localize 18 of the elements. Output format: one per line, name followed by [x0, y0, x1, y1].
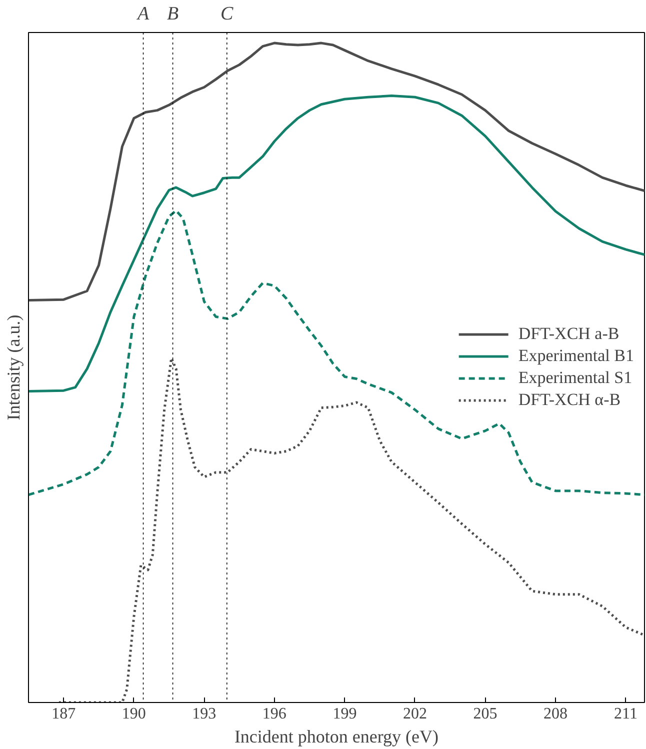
legend-label: Experimental B1 — [518, 346, 634, 366]
x-tick-label: 190 — [122, 706, 146, 722]
x-tick-label: 199 — [332, 706, 357, 722]
x-tick-label: 202 — [402, 706, 427, 722]
x-tick-label: 205 — [473, 706, 498, 722]
ref-line-label: B — [166, 4, 179, 24]
x-tick-label: 211 — [614, 706, 638, 722]
x-tick-label: 193 — [192, 706, 216, 722]
x-tick-label: 208 — [543, 706, 568, 722]
x-tick-label: 196 — [262, 706, 286, 722]
ref-line-label: C — [220, 4, 234, 24]
legend-label: Experimental S1 — [518, 368, 632, 388]
x-tick-label: 187 — [52, 706, 76, 722]
ref-line-label: A — [135, 4, 150, 24]
x-axis-title: Incident photon energy (eV) — [234, 726, 439, 746]
y-axis-title: Intensity (a.u.) — [4, 314, 24, 420]
legend-label: DFT-XCH α-B — [518, 390, 621, 410]
legend-label: DFT-XCH a-B — [518, 324, 620, 344]
